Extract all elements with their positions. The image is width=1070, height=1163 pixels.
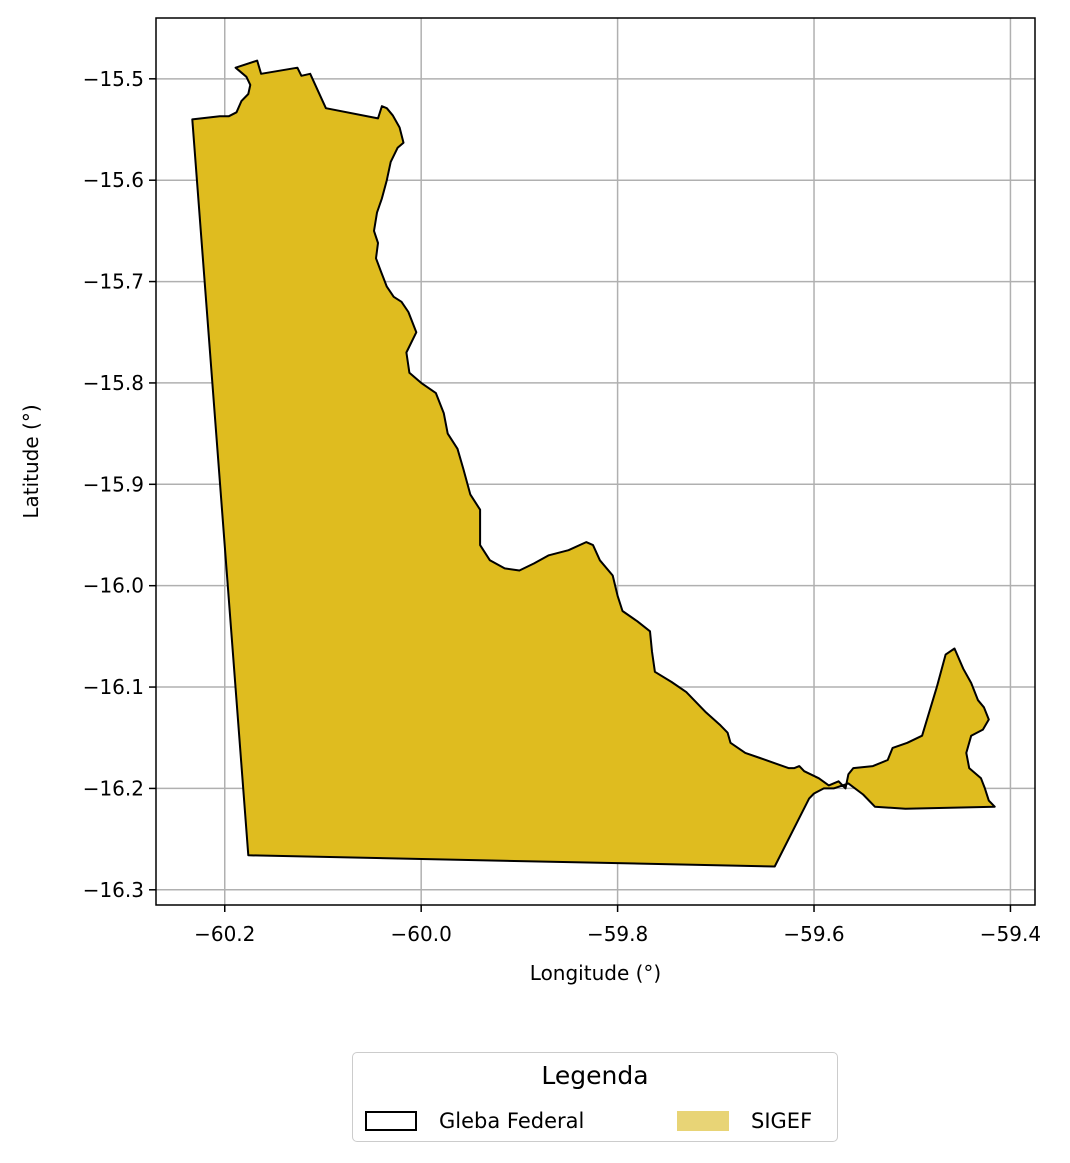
x-tick-label: −60.2 [194,922,255,946]
x-tick-label: −59.6 [783,922,844,946]
x-tick-label: −60.0 [391,922,452,946]
legend-swatch-gleba-federal [365,1111,417,1131]
y-axis-title: Latitude (°) [19,404,43,518]
y-tick-label: −16.2 [83,776,144,800]
sigef-region-polygon [191,59,996,868]
legend-label-gleba-federal: Gleba Federal [439,1109,585,1133]
x-tick-label: −59.4 [980,922,1041,946]
legend-swatch-sigef [677,1111,729,1131]
y-tick-label: −15.9 [83,472,144,496]
axes-frame [155,17,1036,906]
legend-entry-gleba-federal: Gleba Federal [365,1107,584,1135]
y-tick-label: −16.0 [83,574,144,598]
y-tick-label: −15.8 [83,371,144,395]
legend-title: Legenda [541,1061,649,1090]
legend-entry-sigef: SIGEF [677,1107,812,1135]
x-axis-title: Longitude (°) [530,961,661,985]
y-tick-label: −16.3 [83,878,144,902]
legend-label-sigef: SIGEF [751,1109,813,1133]
y-tick-label: −15.7 [83,270,144,294]
x-tick-label: −59.8 [587,922,648,946]
y-tick-label: −15.6 [83,168,144,192]
legend: Legenda Gleba Federal SIGEF [352,1052,838,1142]
y-tick-label: −16.1 [83,675,144,699]
y-tick-label: −15.5 [83,67,144,91]
axis-ticks: −60.2 −60.0 −59.8 −59.6 −59.4 −15.5 −15.6 −15.7… [83,67,1041,946]
